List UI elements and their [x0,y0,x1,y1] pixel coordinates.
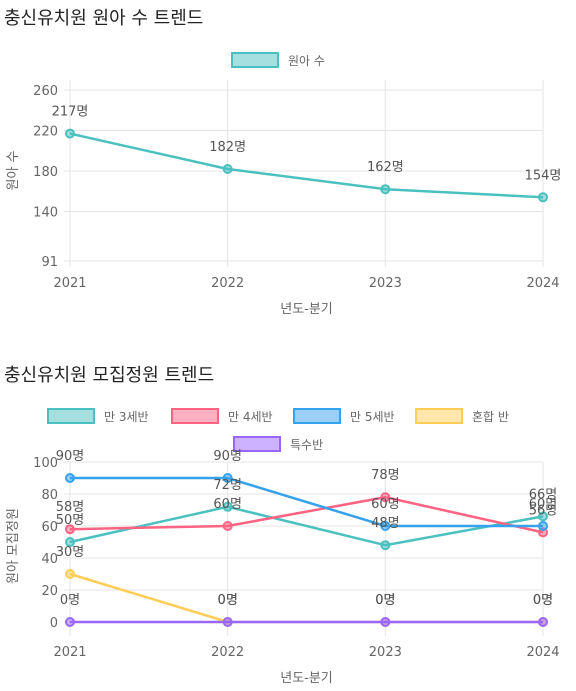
data-point-0-2 [380,540,391,551]
y-tick-2: 180 [33,165,58,180]
y-axis-title: 원아 수 [6,150,21,190]
series-line-2 [70,476,543,528]
data-label-3-3: 0명 [533,593,553,608]
y-tick-3: 60 [41,520,58,535]
series-line-0 [69,505,544,547]
legend-swatch-0 [231,52,279,68]
data-point-2-3 [538,521,548,531]
data-point-0-3 [538,511,548,522]
data-point-0-0 [65,537,75,547]
legend-label-2: 만 5세반 [350,410,395,424]
data-point-1-0 [65,524,75,535]
y-tick-0: 91 [41,255,58,270]
data-point-3-0 [65,569,75,579]
data-label-3-1: 0명 [218,593,238,608]
series-line-3 [69,572,543,624]
x-axis-title: 년도-분기 [280,302,333,317]
data-label-2-1: 90명 [213,449,242,464]
legend-swatch-3 [415,408,463,424]
x-tick-3: 2024 [526,276,559,291]
data-label-4-1: 0명 [218,593,238,608]
y-tick-1: 20 [41,584,58,599]
data-label-4-2: 0명 [375,593,395,608]
x-tick-1: 2022 [211,645,244,660]
data-label-2-3: 60명 [529,497,558,512]
y-axis-title: 원아 모집정원 [6,508,21,584]
legend-label-4: 특수반 [290,438,323,452]
x-tick-2: 2023 [369,645,402,660]
data-point-4-2 [380,617,391,627]
data-point-0-2 [380,184,391,195]
legend-swatch-1 [171,408,219,424]
y-tick-0: 0 [50,616,58,631]
data-point-4-3 [538,617,548,627]
legend-label-0: 만 3세반 [104,410,149,424]
data-label-1-0: 58명 [56,500,85,515]
data-label-0-3: 154명 [525,168,562,183]
chart2-title: 충신유치원 모집정원 트렌드 [4,365,215,386]
chart1-svg: 원아 수 91 140 180 220 260 2021 2022 2023 2024 년도-분기 원… [6,52,562,317]
data-label-3-0: 30명 [56,545,85,560]
data-label-4-3: 0명 [533,593,553,608]
data-point-2-0 [65,473,75,483]
data-label-2-0: 90명 [56,449,85,464]
data-label-1-2: 78명 [371,468,400,483]
data-label-0-2: 162명 [367,160,404,175]
data-label-3-2: 0명 [375,593,395,608]
data-label-0-2: 48명 [371,516,400,531]
data-label-0-0: 217명 [52,105,89,120]
data-label-1-1: 60명 [213,497,242,512]
data-point-0-1 [222,501,233,512]
data-point-0-3 [538,192,548,203]
legend-label-1: 만 4세반 [228,410,273,424]
data-label-1-3: 56명 [529,503,558,518]
data-point-2-1 [222,473,233,483]
legend-label-3: 혼합 반 [472,410,509,424]
series-line-1 [69,495,544,534]
legend-swatch-4 [233,436,281,452]
data-label-4-0: 0명 [60,593,80,608]
data-point-2-2 [380,521,391,531]
data-point-4-0 [65,617,75,627]
data-point-4-1 [222,617,233,627]
y-tick-1: 140 [33,205,58,220]
data-label-0-0: 50명 [56,513,85,528]
x-axis-title: 년도-분기 [280,671,333,686]
y-tick-5: 100 [33,456,58,471]
legend-label-0: 원아 수 [288,54,325,68]
chart1-title: 충신유치원 원아 수 트렌드 [4,8,204,29]
legend-swatch-2 [293,408,341,424]
data-point-1-1 [222,521,233,531]
x-tick-2: 2023 [369,276,402,291]
y-tick-4: 80 [41,488,58,503]
legend-swatch-0 [47,408,95,424]
data-point-1-2 [380,492,391,503]
y-tick-4: 260 [33,84,58,99]
y-tick-2: 40 [41,552,58,567]
data-label-0-3: 66명 [529,487,558,502]
x-tick-0: 2021 [53,645,86,660]
x-tick-1: 2022 [211,276,244,291]
x-tick-3: 2024 [526,645,559,660]
data-label-0-1: 182명 [209,140,246,155]
data-label-0-1: 72명 [213,478,242,493]
data-point-0-1 [222,163,233,174]
data-label-2-2: 60명 [371,497,400,512]
series-line-0 [69,132,544,199]
x-tick-0: 2021 [53,276,86,291]
data-point-0-0 [65,128,75,139]
y-tick-3: 220 [33,125,58,140]
